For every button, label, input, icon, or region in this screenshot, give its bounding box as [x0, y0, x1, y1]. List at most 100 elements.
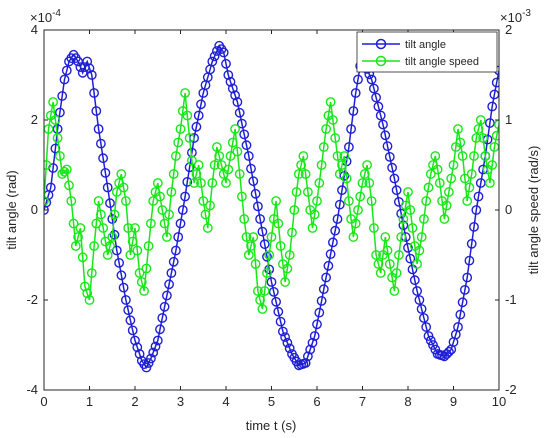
data-point: [371, 250, 381, 260]
data-point: [239, 129, 250, 140]
y-right-axis-label: tilt angle speed (rad/s): [526, 146, 541, 275]
data-point: [432, 164, 443, 175]
y-left-axis-label: tilt angle (rad): [4, 170, 19, 249]
data-point: [259, 239, 270, 250]
data-point: [355, 191, 366, 202]
data-point: [184, 133, 195, 143]
data-point: [175, 218, 186, 229]
data-point: [300, 358, 311, 368]
data-point: [389, 286, 400, 296]
data-point: [55, 107, 65, 118]
data-point: [68, 218, 79, 229]
data-point: [330, 133, 341, 143]
data-point: [186, 155, 197, 166]
data-point: [341, 173, 352, 184]
x-tick-label: 3: [177, 394, 184, 409]
data-point: [175, 124, 186, 134]
data-point: [280, 277, 290, 287]
data-point: [125, 250, 136, 260]
data-point: [339, 151, 350, 161]
data-point: [207, 178, 218, 188]
data-point: [375, 268, 386, 278]
data-point: [241, 140, 252, 151]
data-point: [487, 101, 498, 112]
data-point: [84, 63, 95, 74]
data-point: [448, 160, 459, 170]
data-point: [234, 107, 245, 118]
data-point: [418, 313, 429, 323]
data-point: [193, 110, 204, 121]
x-tick-label: 6: [313, 394, 320, 409]
data-point: [134, 268, 145, 278]
x-tick-label: 9: [450, 394, 457, 409]
data-point: [282, 263, 293, 274]
data-point: [368, 83, 379, 94]
data-point: [80, 281, 90, 292]
data-point: [157, 313, 168, 323]
data-point: [166, 187, 177, 197]
data-point: [300, 169, 311, 179]
data-point: [414, 295, 425, 305]
data-point: [327, 115, 338, 125]
data-point: [471, 133, 482, 143]
data-point: [198, 196, 209, 206]
data-point: [241, 232, 252, 242]
data-point: [225, 151, 236, 161]
data-point: [471, 205, 482, 215]
data-point: [469, 221, 479, 232]
data-point: [307, 223, 318, 233]
data-point: [337, 160, 347, 170]
data-point: [353, 74, 363, 85]
data-point: [57, 91, 68, 101]
data-point: [221, 58, 231, 69]
data-point: [155, 324, 165, 335]
x-tick-label: 2: [131, 394, 138, 409]
data-point: [459, 284, 470, 295]
y-right-tick-label: 2: [505, 22, 512, 37]
data-point: [214, 151, 225, 161]
data-point: [141, 263, 152, 274]
data-point: [143, 241, 154, 251]
data-point: [262, 251, 272, 262]
data-point: [325, 97, 336, 107]
data-point: [134, 349, 145, 359]
data-point: [96, 209, 106, 220]
data-point: [353, 205, 363, 215]
data-point: [252, 201, 263, 212]
data-point: [421, 322, 432, 332]
data-point: [312, 196, 322, 206]
data-point: [277, 326, 288, 337]
data-point: [107, 214, 118, 224]
data-point: [469, 151, 479, 161]
data-point: [232, 146, 243, 157]
data-point: [80, 62, 90, 72]
data-point: [55, 151, 65, 161]
data-point: [61, 65, 72, 76]
data-point: [227, 137, 238, 148]
data-point: [321, 124, 331, 134]
data-point: [396, 208, 407, 219]
y-right-tick-label: 0: [505, 202, 512, 217]
data-point: [223, 70, 234, 80]
data-point: [236, 118, 247, 129]
data-point: [182, 176, 193, 187]
data-point: [196, 99, 206, 110]
data-point: [337, 185, 347, 196]
data-point: [332, 151, 343, 161]
data-point: [111, 187, 122, 197]
data-point: [148, 347, 159, 358]
data-point: [405, 253, 416, 264]
series-tilt-angle-speed: [44, 88, 499, 314]
data-point: [75, 62, 86, 72]
y-left-tick-label: 2: [31, 112, 38, 127]
data-point: [152, 335, 163, 346]
data-point: [275, 316, 286, 327]
data-point: [105, 241, 115, 251]
data-point: [89, 88, 100, 98]
data-point: [484, 118, 495, 128]
data-point: [225, 76, 236, 87]
data-point: [398, 214, 409, 224]
data-point: [91, 106, 102, 116]
data-point: [211, 142, 222, 152]
data-point: [255, 214, 266, 224]
